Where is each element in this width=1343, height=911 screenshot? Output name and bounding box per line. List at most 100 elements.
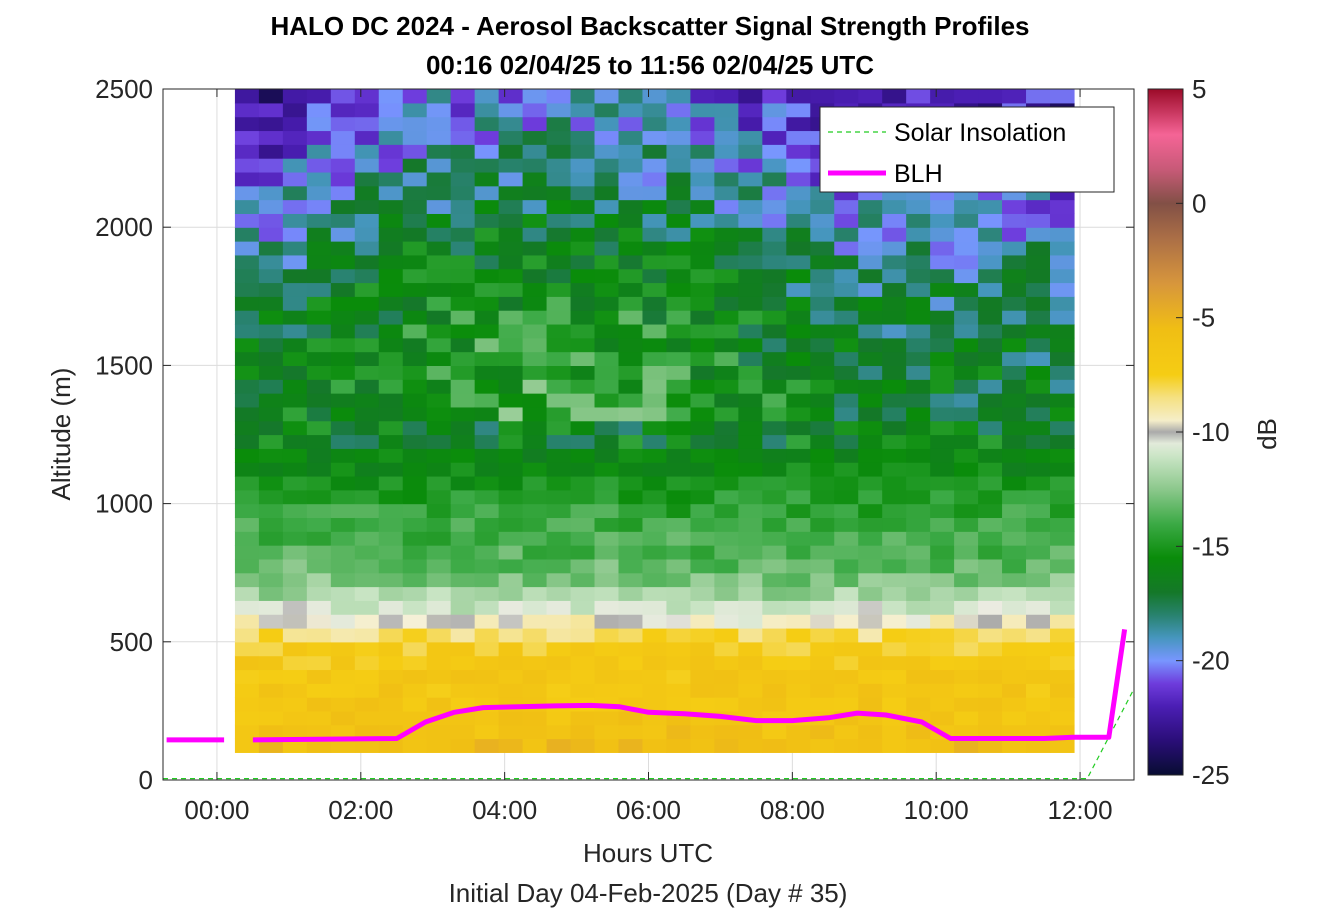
chart-title: HALO DC 2024 - Aerosol Backscatter Signa…: [270, 11, 1029, 41]
heatmap-cell: [306, 365, 332, 380]
heatmap-cell: [354, 641, 380, 657]
heatmap-cell: [498, 669, 524, 684]
heatmap-cell: [330, 268, 356, 284]
heatmap-cell: [906, 558, 931, 574]
heatmap-cell: [906, 448, 931, 463]
heatmap-cell: [546, 475, 572, 491]
heatmap-cell: [498, 296, 524, 311]
heatmap-cell: [714, 185, 739, 201]
heatmap-cell: [234, 365, 260, 380]
heatmap-cell: [930, 738, 955, 753]
heatmap-cell: [522, 130, 548, 145]
heatmap-cell: [234, 158, 260, 173]
heatmap-cell: [378, 655, 404, 671]
heatmap-cell: [786, 89, 811, 104]
heatmap-cell: [522, 683, 548, 698]
heatmap-cell: [570, 268, 596, 284]
heatmap-cell: [330, 130, 356, 145]
heatmap-cell: [978, 683, 1003, 698]
chart-subtitle: 00:16 02/04/25 to 11:56 02/04/25 UTC: [426, 50, 874, 80]
heatmap-cell: [402, 102, 428, 118]
heatmap-cell: [258, 241, 284, 256]
heatmap-cell: [330, 600, 356, 615]
heatmap-cell: [834, 434, 859, 449]
heatmap-cell: [714, 406, 739, 422]
heatmap-cell: [882, 296, 907, 311]
heatmap-cell: [402, 158, 428, 173]
heatmap-cell: [570, 89, 596, 104]
heatmap-cell: [450, 89, 476, 104]
heatmap-cell: [810, 351, 835, 366]
heatmap-cell: [618, 517, 644, 532]
heatmap-cell: [930, 503, 955, 519]
heatmap-cell: [954, 227, 979, 242]
heatmap-cell: [1050, 697, 1075, 712]
heatmap-cell: [330, 323, 356, 339]
heatmap-cell: [810, 213, 835, 228]
heatmap-cell: [666, 669, 692, 684]
heatmap-cell: [714, 337, 739, 353]
heatmap-cell: [714, 531, 739, 546]
heatmap-cell: [522, 102, 548, 118]
heatmap-cell: [738, 254, 763, 270]
heatmap-cell: [378, 517, 404, 532]
heatmap-cell: [882, 227, 907, 242]
heatmap-cell: [282, 102, 308, 118]
heatmap-cell: [258, 379, 284, 394]
heatmap-cell: [954, 572, 979, 588]
heatmap-cell: [1026, 586, 1051, 601]
heatmap-cell: [330, 365, 356, 380]
heatmap-cell: [378, 614, 404, 629]
heatmap-cell: [594, 420, 620, 436]
heatmap-cell: [642, 116, 668, 132]
heatmap-cell: [810, 738, 835, 753]
heatmap-cell: [1002, 379, 1027, 394]
heatmap-cell: [714, 614, 739, 629]
heatmap-cell: [474, 323, 500, 339]
heatmap-cell: [354, 572, 380, 588]
heatmap-cell: [306, 130, 332, 145]
heatmap-cell: [978, 600, 1003, 615]
heatmap-cell: [234, 89, 260, 104]
heatmap-cell: [978, 572, 1003, 588]
heatmap-cell: [522, 241, 548, 256]
heatmap-cell: [402, 420, 428, 436]
colorbar-tick-label: -5: [1192, 303, 1215, 333]
heatmap-cell: [786, 268, 811, 284]
heatmap-cell: [642, 406, 668, 422]
heatmap-cell: [546, 586, 572, 601]
heatmap-cell: [498, 614, 524, 629]
heatmap-cell: [834, 558, 859, 574]
heatmap-cell: [714, 462, 739, 477]
heatmap-cell: [1026, 337, 1051, 353]
heatmap-cell: [546, 614, 572, 629]
heatmap-cell: [690, 697, 715, 712]
heatmap-cell: [714, 517, 739, 532]
heatmap-cell: [1002, 627, 1027, 643]
heatmap-cell: [258, 462, 284, 477]
heatmap-cell: [402, 462, 428, 477]
heatmap-cell: [402, 199, 428, 214]
heatmap-cell: [378, 323, 404, 339]
heatmap-cell: [522, 545, 548, 560]
heatmap-cell: [402, 655, 428, 671]
heatmap-cell: [450, 393, 476, 408]
heatmap-cell: [426, 614, 452, 629]
heatmap-cell: [450, 241, 476, 256]
heatmap-cell: [354, 420, 380, 436]
heatmap-cell: [930, 310, 955, 325]
heatmap-cell: [1050, 517, 1075, 532]
heatmap-cell: [378, 337, 404, 353]
heatmap-cell: [402, 738, 428, 753]
heatmap-cell: [234, 351, 260, 366]
heatmap-cell: [642, 738, 668, 753]
x-tick-label: 08:00: [760, 795, 825, 825]
heatmap-cell: [546, 558, 572, 574]
heatmap-cell: [1002, 503, 1027, 519]
heatmap-cell: [1026, 227, 1051, 242]
heatmap-cell: [762, 738, 787, 753]
heatmap-cell: [1026, 89, 1051, 104]
heatmap-cell: [498, 406, 524, 422]
heatmap-cell: [1002, 614, 1027, 629]
heatmap-cell: [762, 241, 787, 256]
